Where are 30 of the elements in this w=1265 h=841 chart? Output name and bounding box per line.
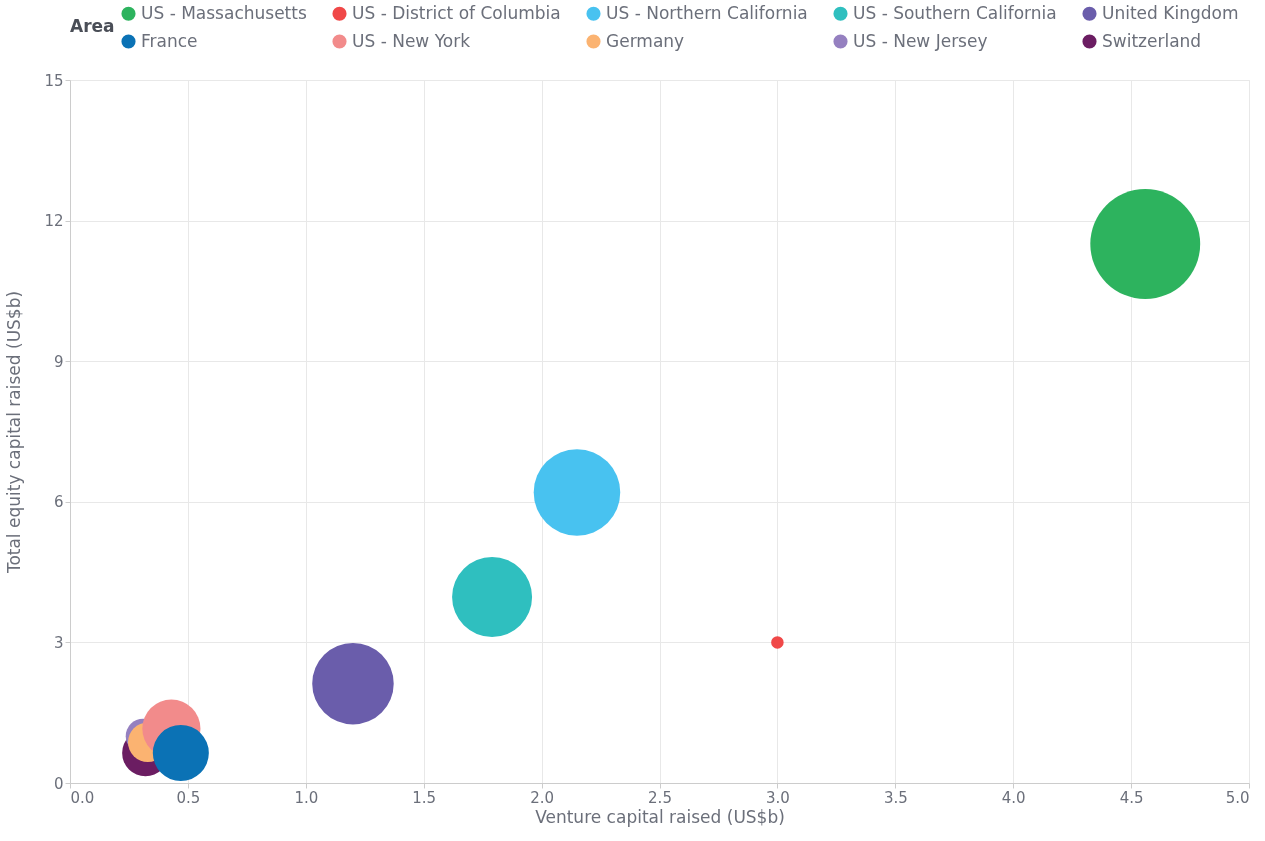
y-tick-label: 15 [44,71,64,90]
legend-title: Area [70,16,115,36]
legend-label: Germany [606,30,685,51]
x-tick-label: 0.5 [176,788,201,807]
x-tick-label: 1.0 [294,788,319,807]
legend-label: US - New Jersey [853,30,988,51]
y-tick-label: 12 [44,212,64,231]
x-tick-label: 1.5 [412,788,437,807]
legend-label: US - New York [352,30,471,51]
x-tick-label: 2.5 [648,788,672,807]
legend-label: US - Northern California [606,2,808,23]
y-tick-label: 9 [53,352,64,371]
legend-label: United Kingdom [1102,2,1239,23]
x-tick-label: 3.5 [883,788,908,807]
x-tick-label: 0.0 [70,788,95,807]
y-tick-label: 3 [53,633,64,652]
legend-label: Switzerland [1102,30,1202,51]
legend-label: France [141,30,198,51]
y-tick-label: 6 [53,493,64,512]
y-tick-label: 0 [53,774,64,793]
x-tick-label: 3.0 [765,788,790,807]
y-axis-title: Total equity capital raised (US$b) [4,290,25,575]
legend-label: US - District of Columbia [352,2,561,23]
x-tick-label: 2.0 [530,788,555,807]
x-tick-label: 4.5 [1119,788,1144,807]
legend-label: US - Southern California [853,2,1057,23]
x-axis-title: Venture capital raised (US$b) [535,806,785,827]
x-tick-label: 4.0 [1001,788,1026,807]
legend-label: US - Massachusetts [141,2,307,23]
x-tick-label: 5.0 [1225,788,1250,807]
